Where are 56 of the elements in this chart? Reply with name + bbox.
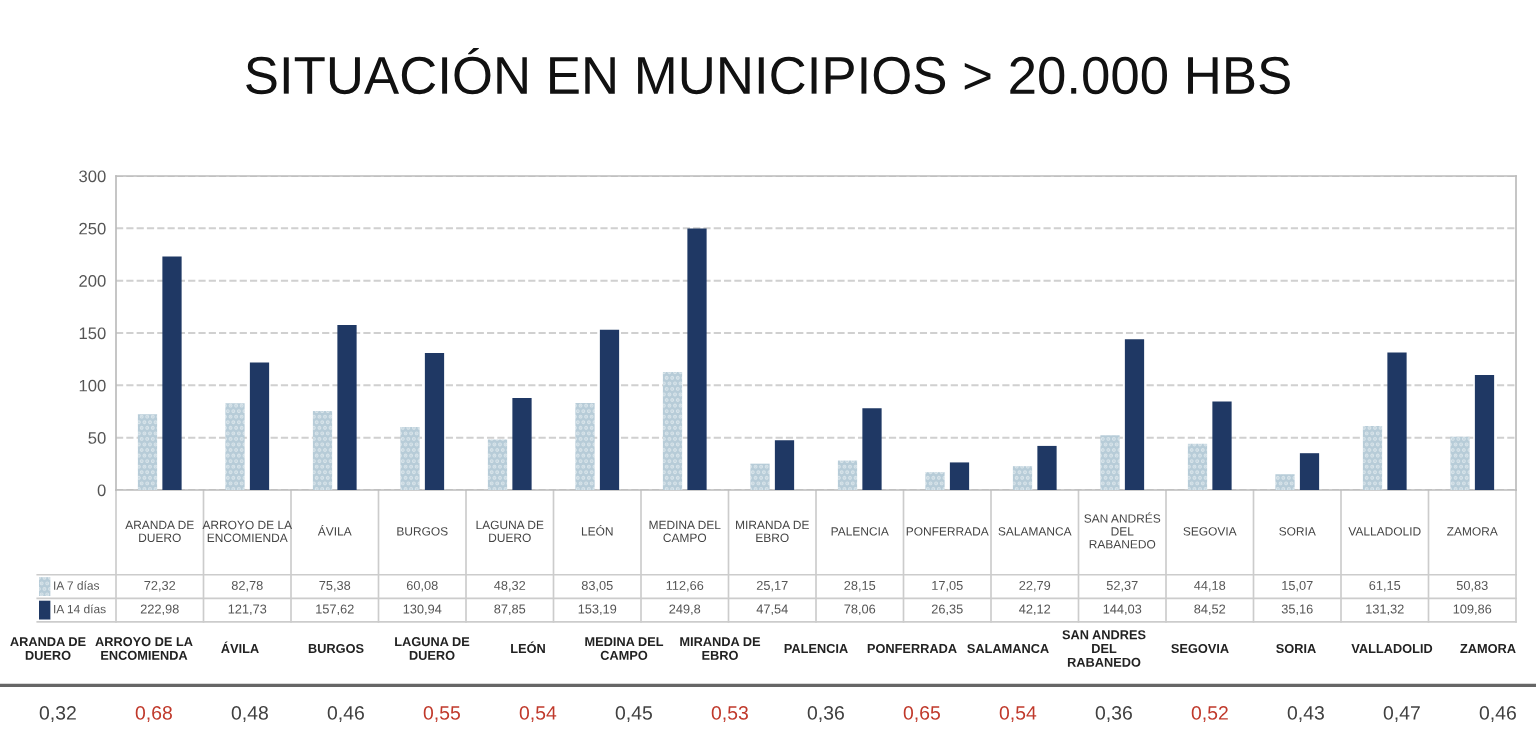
y-tick-label: 200 (79, 275, 106, 287)
bar (1187, 443, 1208, 490)
bar (162, 256, 182, 490)
bar (925, 472, 945, 490)
bar (1100, 435, 1120, 490)
bar (487, 439, 508, 490)
bar (337, 325, 357, 490)
text: 0,68 (135, 706, 172, 723)
bar (400, 427, 420, 490)
text: 0,32 (39, 706, 76, 723)
bar (1012, 466, 1033, 490)
text: 0,36 (1095, 706, 1132, 723)
bar (512, 398, 532, 490)
text: 0,45 (615, 706, 652, 723)
bar (662, 372, 683, 490)
chart-title: SITUACIÓN EN MUNICIPIOS > 20.000 HBS (246, 47, 1290, 95)
text: 0,65 (903, 706, 940, 723)
bar (312, 411, 333, 490)
bar (1275, 474, 1295, 490)
bar (949, 462, 970, 490)
text: 0,47 (1383, 706, 1420, 723)
bar (750, 463, 770, 490)
bar (225, 403, 245, 490)
bar (424, 352, 445, 490)
y-tick-label: 0 (97, 484, 106, 497)
text: 0,54 (519, 706, 557, 723)
text: 0,48 (231, 706, 268, 723)
bar (599, 329, 620, 490)
y-tick-label: 250 (79, 222, 106, 235)
text: 0,36 (807, 706, 844, 723)
bar (774, 440, 795, 490)
bar (1362, 426, 1383, 490)
text: 0,46 (1479, 706, 1516, 723)
bar (1037, 445, 1057, 490)
bar (1299, 453, 1320, 490)
y-tick-label: 100 (79, 379, 106, 392)
bar (862, 408, 882, 490)
text: 0,55 (423, 706, 460, 723)
text: 0,52 (1191, 706, 1228, 723)
y-tick-label: 150 (79, 327, 106, 340)
text: 0,43 (1287, 706, 1324, 723)
y-tick-label: 50 (88, 432, 106, 444)
text: 0,46 (327, 706, 364, 723)
bar (1387, 352, 1407, 490)
y-tick-label: 300 (79, 170, 106, 183)
bar (1474, 375, 1495, 490)
text: 0,54 (999, 706, 1037, 723)
bar (837, 460, 858, 490)
bar (137, 414, 158, 490)
text: 0,53 (711, 706, 748, 723)
bar (687, 228, 707, 490)
bar (249, 362, 270, 490)
bar (1124, 339, 1145, 490)
bar (1212, 401, 1232, 490)
bar (1450, 436, 1470, 490)
bar (575, 403, 595, 490)
